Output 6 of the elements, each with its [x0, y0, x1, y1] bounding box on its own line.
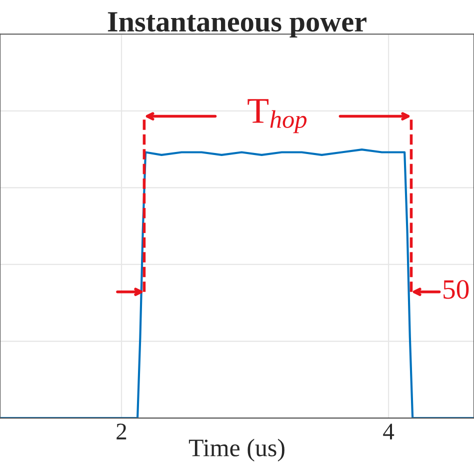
chart-title: Instantaneous power — [108, 12, 366, 38]
x-tick-label: 4 — [383, 424, 394, 440]
text: T$_{hop}$ — [248, 99, 307, 134]
annotation: 50 — [444, 280, 469, 299]
x-tick-label: 2 — [116, 424, 126, 440]
x-axis-title: Time (us) — [188, 438, 284, 462]
